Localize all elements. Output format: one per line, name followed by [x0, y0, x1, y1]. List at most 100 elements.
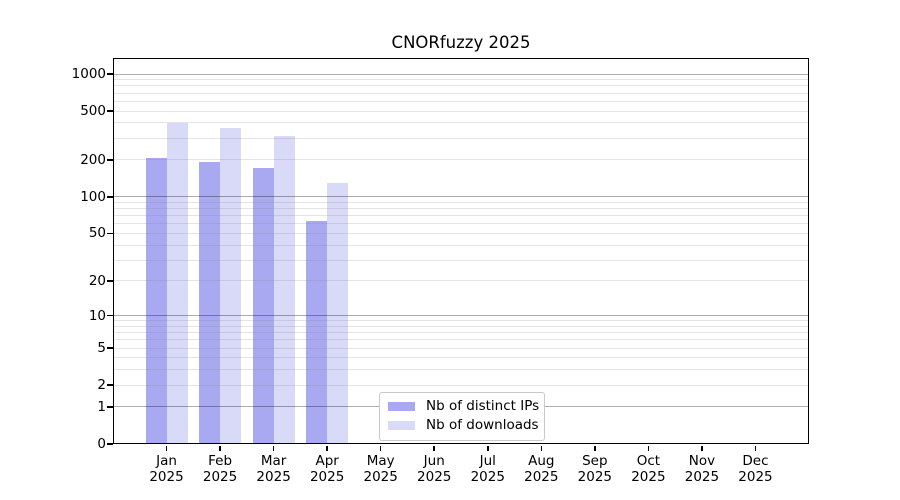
gridline-minor — [113, 100, 809, 102]
bar-distinct-ips-mar — [252, 168, 274, 444]
y-tick-label: 10 — [88, 307, 106, 324]
x-tick-label-year: 2025 — [631, 469, 666, 485]
gridline-minor — [113, 223, 809, 225]
y-tick-label: 2 — [97, 377, 106, 394]
bar-downloads-feb — [220, 127, 242, 444]
y-axis-tick — [107, 232, 113, 235]
x-tick-label-month: Sep — [582, 453, 608, 469]
y-axis-tick — [107, 73, 113, 75]
gridline-minor — [113, 369, 809, 371]
y-tick-label: 1 — [97, 398, 106, 415]
gridline-minor — [113, 79, 809, 81]
x-tick-label-month: Oct — [636, 453, 661, 469]
x-tick-label-year: 2025 — [524, 469, 559, 485]
gridline-minor — [113, 208, 809, 210]
bar-downloads-apr — [327, 182, 349, 444]
x-axis-tick — [701, 446, 703, 451]
x-tick-label-dec: Dec 2025 — [725, 453, 785, 485]
x-tick-label-month: Mar — [260, 453, 287, 469]
gridline-minor — [113, 384, 809, 386]
x-tick-label-may: May 2025 — [351, 453, 411, 485]
x-axis-tick — [272, 446, 275, 451]
gridline-major — [113, 196, 809, 198]
x-tick-label-year: 2025 — [417, 469, 452, 485]
y-tick-label: 0 — [97, 436, 106, 452]
x-axis-tick — [487, 446, 489, 451]
y-tick-label: 20 — [88, 272, 106, 289]
gridline-minor — [113, 244, 809, 246]
gridline-minor — [113, 159, 809, 161]
bar-distinct-ips-feb — [199, 162, 221, 444]
y-axis-tick — [107, 280, 113, 282]
x-tick-label-year: 2025 — [149, 469, 184, 485]
gridline-minor — [113, 347, 809, 349]
gridline-minor — [113, 259, 809, 261]
x-tick-label-month: Jul — [479, 453, 496, 469]
x-axis-tick — [647, 446, 650, 451]
gridline-minor — [113, 137, 809, 139]
gridline-minor — [113, 325, 809, 327]
x-tick-label-month: Nov — [688, 453, 716, 469]
gridline-minor — [113, 85, 809, 87]
x-tick-label-month: Apr — [315, 453, 339, 469]
x-tick-label-month: Dec — [742, 453, 769, 469]
gridline-minor — [113, 201, 809, 203]
x-tick-label-aug: Aug 2025 — [511, 453, 571, 485]
gridline-minor — [113, 339, 809, 341]
y-axis-tick — [107, 159, 113, 161]
y-axis-tick — [107, 314, 113, 317]
legend-swatch-downloads — [388, 421, 415, 430]
gridline-minor — [113, 332, 809, 334]
x-axis-tick — [594, 446, 596, 451]
x-axis-tick — [219, 446, 221, 451]
x-tick-label-nov: Nov 2025 — [672, 453, 732, 485]
x-tick-label-year: 2025 — [738, 469, 773, 485]
x-tick-label-year: 2025 — [684, 469, 720, 485]
legend-item-distinct-ips: Nb of distinct IPs — [380, 397, 544, 416]
legend-swatch-distinct-ips — [388, 402, 415, 411]
gridline-minor — [113, 110, 809, 112]
x-tick-label-year: 2025 — [202, 469, 238, 485]
y-axis-tick — [107, 384, 113, 386]
x-tick-label-sep: Sep 2025 — [565, 453, 625, 485]
x-axis-tick — [754, 446, 757, 451]
y-tick-label: 5 — [97, 340, 106, 357]
y-axis-tick — [107, 347, 113, 349]
x-axis-tick — [379, 446, 382, 451]
bar-downloads-jan — [166, 122, 188, 444]
x-tick-label-month: May — [366, 453, 395, 469]
x-tick-label-month: Jan — [156, 453, 177, 469]
gridline-minor — [113, 320, 809, 322]
legend-label-downloads: Nb of downloads — [426, 417, 539, 433]
y-axis-tick — [107, 110, 113, 112]
plot-area — [113, 58, 809, 444]
y-tick-label: 50 — [88, 225, 106, 242]
x-tick-label-oct: Oct 2025 — [618, 453, 678, 485]
legend: Nb of distinct IPs Nb of downloads — [379, 392, 545, 441]
x-tick-label-year: 2025 — [577, 469, 613, 485]
gridline-minor — [113, 92, 809, 94]
gridline-minor — [113, 280, 809, 282]
x-tick-label-jul: Jul 2025 — [458, 453, 518, 485]
legend-label-distinct-ips: Nb of distinct IPs — [426, 398, 540, 414]
gridline-minor — [113, 215, 809, 217]
y-tick-label: 1000 — [71, 66, 106, 82]
y-tick-label: 100 — [80, 188, 106, 205]
x-axis-tick — [165, 446, 168, 451]
x-tick-label-month: Feb — [208, 453, 233, 469]
legend-item-downloads: Nb of downloads — [380, 416, 544, 435]
gridline-minor — [113, 232, 809, 234]
gridline-major — [113, 73, 809, 75]
bar-distinct-ips-jan — [145, 157, 167, 444]
gridline-major — [113, 315, 809, 317]
x-axis-tick — [433, 446, 435, 451]
x-tick-label-year: 2025 — [363, 469, 398, 485]
x-axis-tick — [326, 446, 328, 451]
y-axis-tick — [107, 196, 113, 198]
x-tick-label-year: 2025 — [309, 469, 345, 485]
x-tick-label-month: Aug — [528, 453, 555, 469]
gridline-minor — [113, 357, 809, 359]
x-tick-label-apr: Apr 2025 — [297, 453, 357, 485]
gridline-minor — [113, 122, 809, 124]
